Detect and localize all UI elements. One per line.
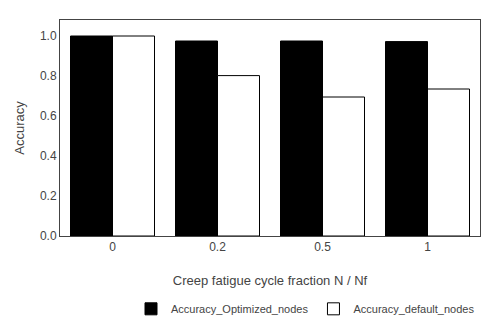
svg-text:0.2: 0.2 — [209, 240, 226, 254]
svg-text:Accuracy: Accuracy — [12, 101, 27, 155]
svg-text:Creep fatigue cycle fraction N: Creep fatigue cycle fraction N / Nf — [173, 273, 368, 288]
svg-text:1: 1 — [424, 240, 431, 254]
svg-text:0.0: 0.0 — [40, 229, 57, 243]
svg-text:0.8: 0.8 — [40, 69, 57, 83]
svg-text:0.6: 0.6 — [40, 109, 57, 123]
svg-text:0.2: 0.2 — [40, 189, 57, 203]
svg-text:Accuracy_Optimized_nodes: Accuracy_Optimized_nodes — [171, 303, 308, 315]
svg-text:0.4: 0.4 — [40, 149, 57, 163]
svg-text:1.0: 1.0 — [40, 29, 57, 43]
svg-text:0.5: 0.5 — [314, 240, 331, 254]
svg-text:0: 0 — [109, 240, 116, 254]
svg-text:Accuracy_default_nodes: Accuracy_default_nodes — [353, 303, 474, 315]
